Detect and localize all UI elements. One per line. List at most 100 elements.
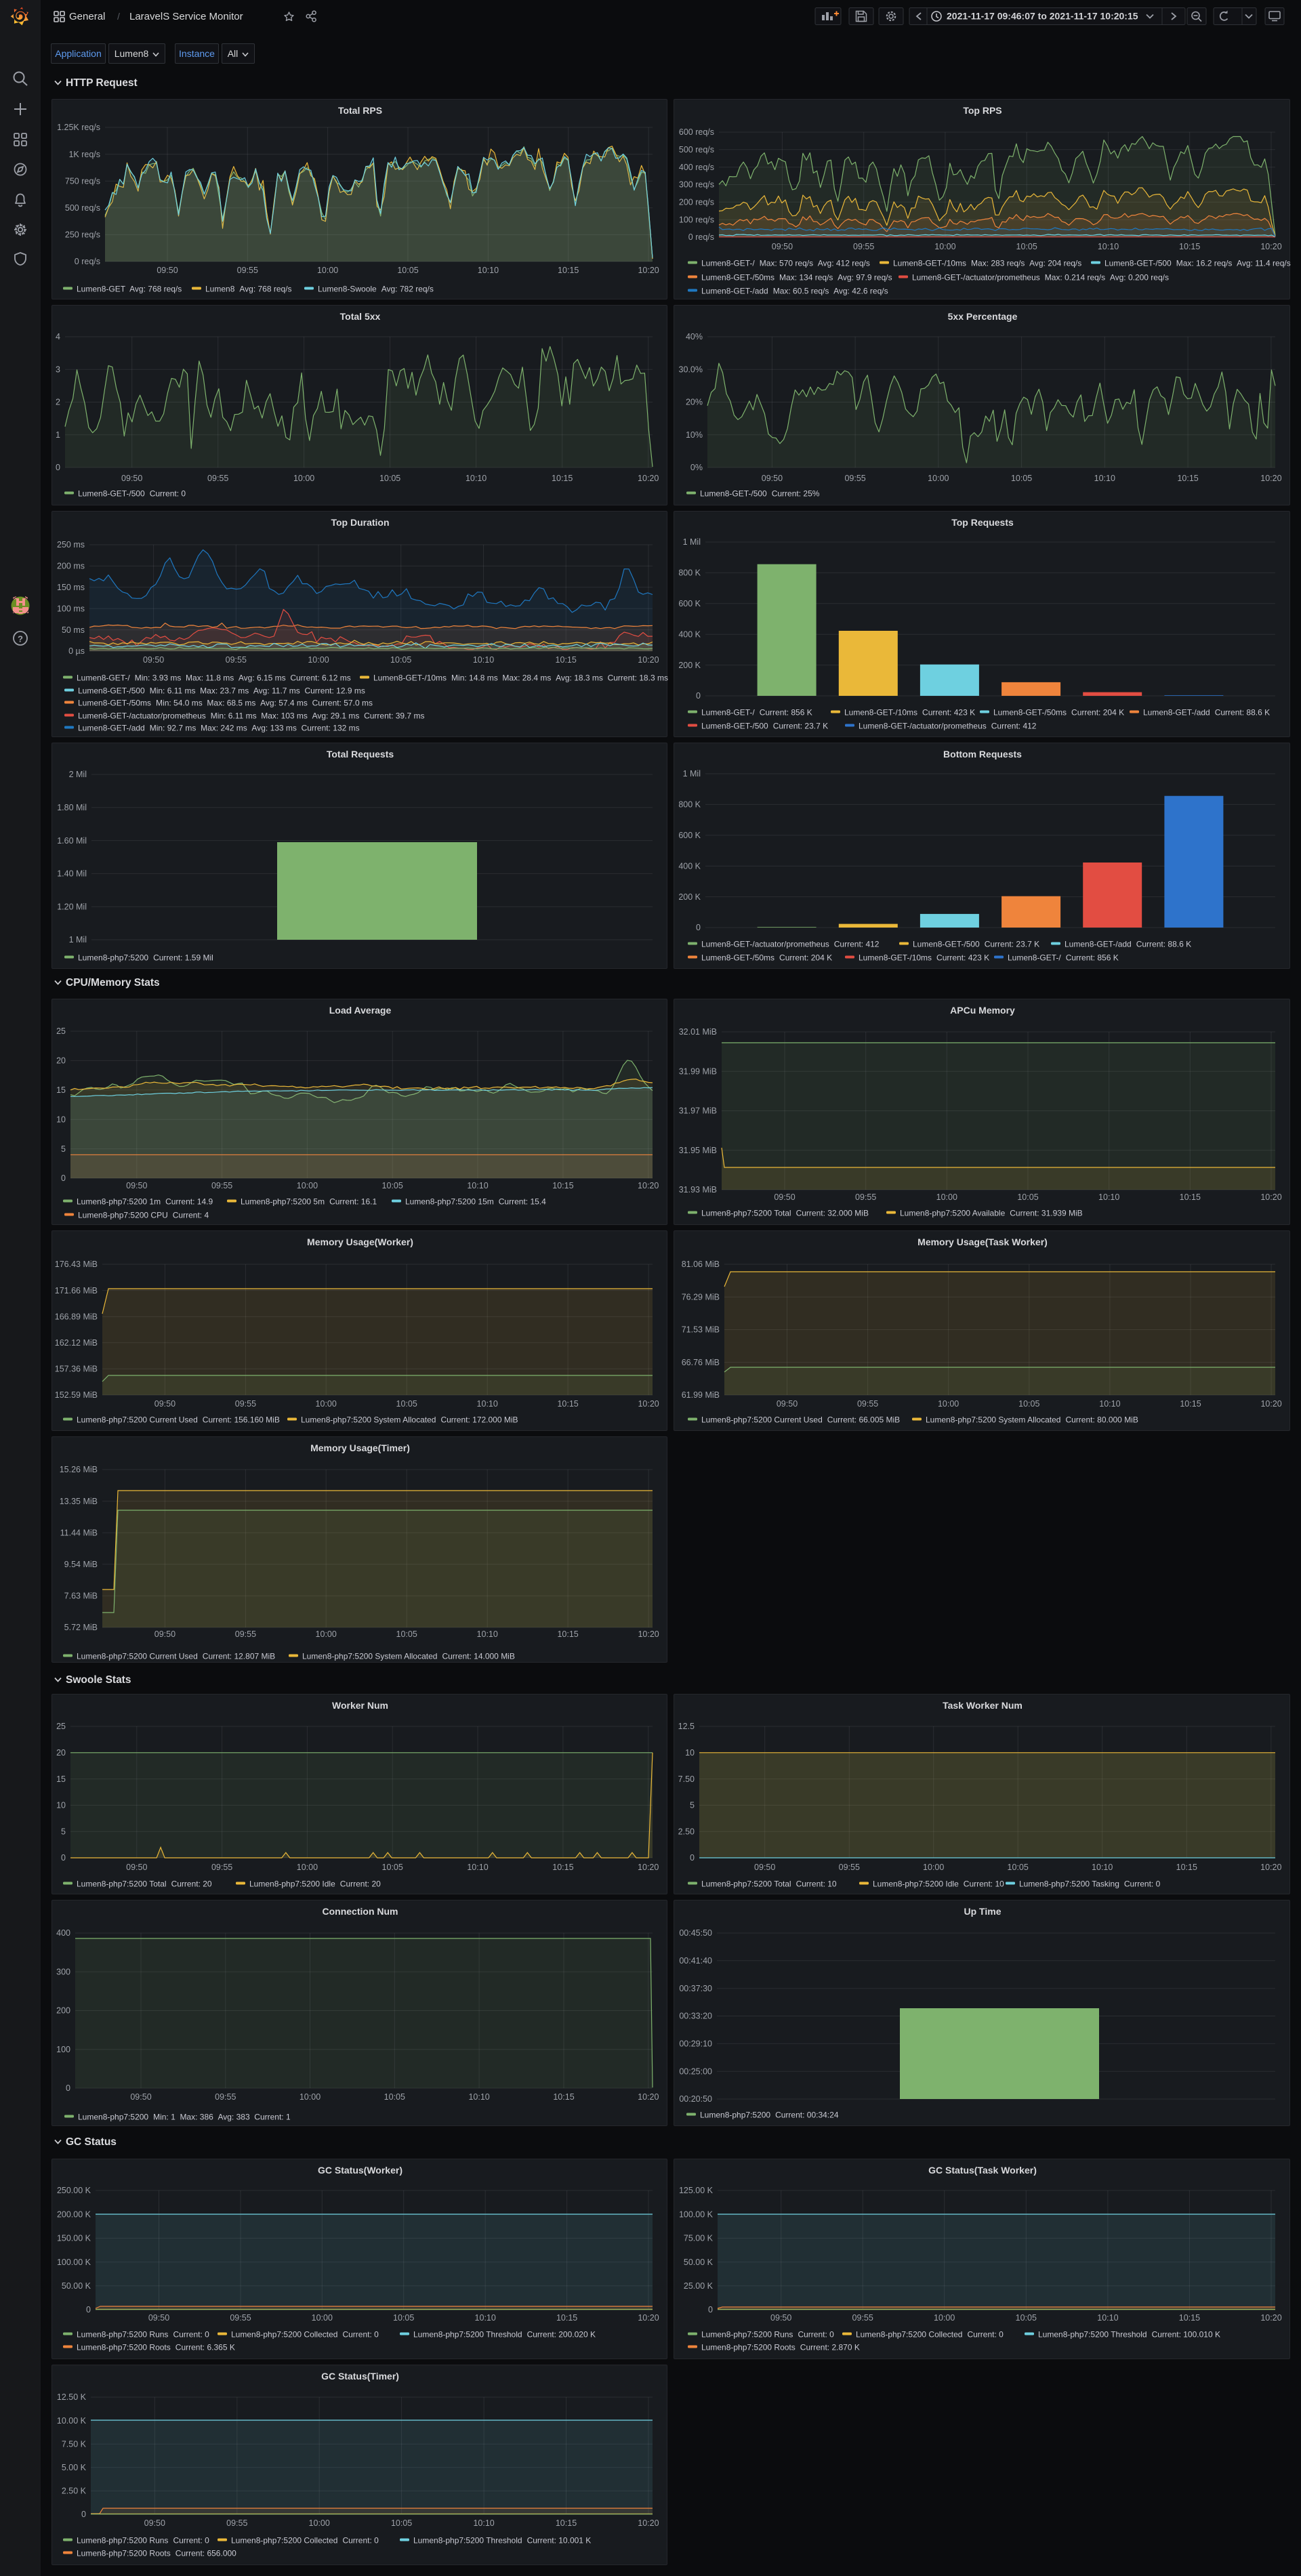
svg-text:1K req/s: 1K req/s (68, 150, 100, 159)
svg-text:10:15: 10:15 (1180, 1192, 1201, 1202)
svg-text:600 req/s: 600 req/s (679, 127, 714, 137)
svg-text:0: 0 (696, 691, 701, 701)
svg-text:Top RPS: Top RPS (963, 105, 1001, 116)
svg-text:200.00 K: 200.00 K (57, 2209, 91, 2219)
svg-text:10:10: 10:10 (477, 1629, 498, 1639)
svg-text:10:00: 10:00 (312, 2313, 333, 2323)
svg-text:250 ms: 250 ms (57, 540, 85, 549)
svg-text:09:50: 09:50 (130, 2092, 151, 2102)
svg-text:10:00: 10:00 (934, 242, 955, 251)
svg-text:200 ms: 200 ms (57, 562, 85, 571)
svg-text:10:20: 10:20 (1260, 1399, 1281, 1409)
svg-text:4: 4 (56, 332, 60, 341)
svg-text:09:50: 09:50 (754, 1863, 775, 1872)
svg-text:Top Requests: Top Requests (951, 517, 1014, 528)
svg-text:00:29:10: 00:29:10 (679, 2039, 712, 2049)
svg-text:25: 25 (56, 1026, 66, 1036)
svg-text:1 Mil: 1 Mil (683, 537, 701, 547)
svg-text:162.12 MiB: 162.12 MiB (55, 1338, 98, 1348)
svg-text:10:15: 10:15 (557, 1629, 578, 1639)
svg-text:10%: 10% (686, 430, 703, 440)
svg-text:12.50 K: 12.50 K (57, 2392, 87, 2402)
svg-text:800 K: 800 K (678, 568, 701, 578)
svg-text:09:55: 09:55 (235, 1399, 256, 1409)
svg-text:1: 1 (56, 430, 60, 440)
svg-text:200 req/s: 200 req/s (679, 198, 714, 207)
svg-text:0 req/s: 0 req/s (75, 257, 100, 266)
svg-text:5.00 K: 5.00 K (62, 2463, 87, 2472)
svg-text:15: 15 (56, 1774, 66, 1784)
svg-text:10:15: 10:15 (1179, 2313, 1200, 2323)
svg-text:09:55: 09:55 (855, 1192, 876, 1202)
svg-text:71.53 MiB: 71.53 MiB (682, 1325, 720, 1335)
svg-text:3: 3 (56, 365, 60, 375)
svg-text:10:00: 10:00 (316, 1629, 337, 1639)
svg-text:9.54 MiB: 9.54 MiB (64, 1560, 98, 1569)
svg-text:75.00 K: 75.00 K (684, 2234, 714, 2243)
svg-text:100.00 K: 100.00 K (57, 2258, 91, 2267)
svg-text:09:55: 09:55 (211, 1863, 232, 1872)
svg-text:2.50 K: 2.50 K (62, 2487, 87, 2496)
svg-text:10:15: 10:15 (1180, 1399, 1201, 1409)
svg-text:Lumen8-GET-/actuator/prometheu: Lumen8-GET-/actuator/prometheus Current: … (859, 722, 1037, 731)
svg-text:400 K: 400 K (678, 629, 701, 639)
svg-text:10:10: 10:10 (468, 2092, 489, 2102)
svg-text:166.89 MiB: 166.89 MiB (55, 1312, 98, 1321)
svg-text:10:10: 10:10 (467, 1863, 488, 1872)
svg-text:10:20: 10:20 (638, 474, 659, 483)
svg-text:31.95 MiB: 31.95 MiB (679, 1146, 717, 1155)
svg-text:300: 300 (56, 1968, 70, 1977)
svg-text:10:10: 10:10 (473, 655, 494, 665)
svg-text:00:41:40: 00:41:40 (679, 1956, 712, 1966)
svg-text:10:20: 10:20 (1260, 1192, 1281, 1202)
svg-text:31.97 MiB: 31.97 MiB (679, 1106, 717, 1116)
svg-text:09:50: 09:50 (143, 655, 164, 665)
svg-text:09:50: 09:50 (154, 1399, 175, 1409)
svg-text:0: 0 (690, 1853, 695, 1863)
svg-text:Lumen8-GET-/actuator/prometheu: Lumen8-GET-/actuator/prometheus Current: … (701, 940, 880, 949)
svg-text:15.26 MiB: 15.26 MiB (60, 1465, 98, 1474)
svg-text:09:55: 09:55 (226, 2518, 247, 2528)
svg-text:10:10: 10:10 (1092, 1863, 1113, 1872)
svg-text:09:55: 09:55 (857, 1399, 878, 1409)
svg-text:152.59 MiB: 152.59 MiB (55, 1390, 98, 1400)
svg-text:176.43 MiB: 176.43 MiB (55, 1260, 98, 1269)
svg-text:10:00: 10:00 (300, 2092, 321, 2102)
svg-text:10: 10 (56, 1115, 66, 1124)
svg-text:171.66 MiB: 171.66 MiB (55, 1286, 98, 1295)
svg-text:10:00: 10:00 (297, 1863, 318, 1872)
svg-text:10:10: 10:10 (466, 474, 487, 483)
svg-text:10:05: 10:05 (391, 2518, 412, 2528)
svg-text:Lumen8-GET-/actuator/prometheu: Lumen8-GET-/actuator/prometheus Min: 6.11… (78, 711, 424, 721)
svg-text:10:15: 10:15 (556, 2518, 577, 2528)
svg-text:/: / (117, 11, 120, 22)
svg-text:09:50: 09:50 (126, 1863, 147, 1872)
svg-text:10:15: 10:15 (556, 655, 577, 665)
svg-text:7.50: 7.50 (678, 1774, 695, 1784)
svg-text:Memory Usage(Worker): Memory Usage(Worker) (307, 1237, 413, 1247)
svg-text:10:20: 10:20 (1260, 1863, 1281, 1872)
svg-text:13.35 MiB: 13.35 MiB (60, 1497, 98, 1506)
svg-text:10:05: 10:05 (390, 655, 411, 665)
svg-text:09:55: 09:55 (853, 242, 874, 251)
svg-text:10:15: 10:15 (552, 474, 573, 483)
svg-text:09:55: 09:55 (226, 655, 247, 665)
svg-text:09:50: 09:50 (762, 474, 783, 483)
svg-text:Swoole Stats: Swoole Stats (66, 1674, 131, 1686)
svg-text:GC Status(Task Worker): GC Status(Task Worker) (928, 2165, 1037, 2176)
svg-text:10:10: 10:10 (475, 2313, 496, 2323)
